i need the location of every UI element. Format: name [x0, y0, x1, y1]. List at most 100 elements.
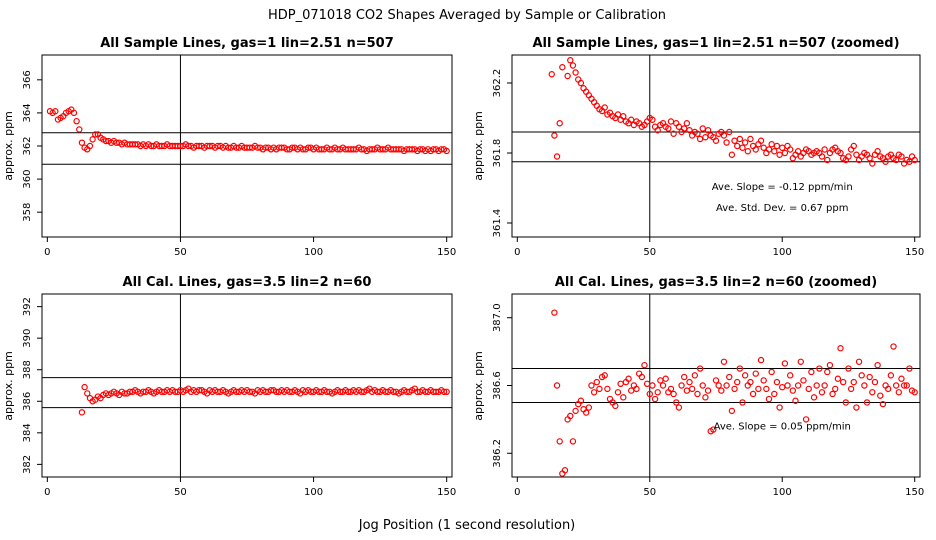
data-point [572, 407, 579, 415]
data-point [895, 389, 903, 396]
data-point [620, 113, 627, 120]
data-point [731, 137, 738, 144]
data-point [869, 389, 876, 396]
data-point [813, 382, 820, 389]
annotation: Ave. Std. Dev. = 0.67 ppm [716, 203, 848, 214]
data-point [781, 360, 789, 367]
data-point [765, 146, 773, 153]
data-point [625, 375, 632, 382]
data-point [696, 135, 704, 143]
y-tick-label: 366 [22, 70, 33, 89]
data-point [850, 142, 857, 150]
data-point [781, 149, 789, 157]
data-point [818, 153, 826, 160]
y-tick-label: 387.0 [492, 303, 503, 332]
data-point [577, 397, 585, 404]
data-point [832, 385, 839, 393]
data-points [46, 106, 450, 155]
y-tick-label: 364 [22, 103, 33, 122]
data-point [776, 404, 783, 411]
data-point [906, 365, 913, 372]
data-point [551, 309, 558, 316]
data-point [70, 109, 78, 117]
data-point [741, 139, 749, 146]
data-point [699, 125, 706, 132]
data-point [556, 438, 563, 445]
data-point [551, 132, 558, 139]
annotation: Ave. Slope = -0.12 ppm/min [712, 182, 853, 193]
data-point [890, 343, 897, 350]
y-tick-label: 361.8 [492, 139, 503, 168]
y-tick-label: 386.2 [492, 439, 503, 468]
data-point [443, 147, 450, 155]
data-point [572, 69, 579, 76]
data-point [723, 139, 730, 146]
data-point [720, 358, 728, 365]
data-point [906, 158, 913, 165]
data-point [556, 120, 563, 127]
data-point [837, 149, 844, 157]
data-point [614, 111, 622, 118]
data-point [850, 378, 857, 386]
data-point [696, 365, 704, 372]
data-point [443, 388, 450, 396]
y-tick-label: 362 [22, 136, 33, 155]
data-point [869, 160, 876, 167]
data-point [553, 382, 561, 389]
data-point [768, 141, 775, 148]
x-tick-label: 0 [44, 247, 50, 258]
data-point [866, 373, 873, 381]
data-point [588, 382, 595, 389]
data-point [694, 130, 701, 137]
data-point [800, 377, 807, 384]
x-axis: 0 50 100 150 [514, 477, 924, 498]
data-point [620, 394, 627, 401]
data-point [559, 64, 566, 71]
data-points [548, 57, 918, 167]
data-point [866, 155, 873, 162]
data-point [633, 385, 640, 393]
data-point [845, 153, 852, 160]
data-point [773, 378, 781, 386]
data-point [731, 385, 738, 393]
data-point [89, 136, 96, 143]
data-point [837, 345, 844, 352]
y-axis: 382 384 386 388 390 392 [22, 297, 42, 474]
data-point [834, 375, 842, 382]
y-axis-label: approx. ppm [472, 351, 485, 421]
data-point [699, 382, 706, 389]
data-point [728, 151, 736, 158]
data-point [704, 127, 712, 134]
plot-frame [41, 293, 453, 478]
data-point [641, 361, 648, 369]
data-point [763, 385, 770, 393]
data-point [877, 392, 884, 399]
data-point [863, 399, 871, 406]
data-point [614, 389, 622, 396]
data-point [683, 387, 691, 394]
data-point [569, 438, 577, 445]
data-point [882, 158, 889, 165]
data-point [564, 72, 571, 80]
data-point [874, 148, 881, 155]
data-point [892, 382, 900, 389]
y-axis: 361.4 361.8 362.2 [492, 69, 512, 237]
x-tick-label: 50 [643, 247, 656, 258]
data-point [726, 128, 733, 136]
data-point [78, 139, 86, 146]
data-point [797, 358, 804, 365]
panel-title: All Sample Lines, gas=1 lin=2.51 n=507 (… [532, 36, 899, 51]
data-points [551, 309, 918, 477]
data-point [76, 126, 83, 133]
y-axis-label: approx. ppm [472, 111, 485, 181]
data-point [903, 382, 910, 389]
data-point [667, 118, 675, 125]
data-point [739, 144, 746, 151]
data-point [654, 127, 661, 134]
data-point [784, 382, 791, 389]
y-tick-label: 386.6 [492, 371, 503, 400]
data-point [691, 372, 699, 379]
data-point [617, 380, 624, 388]
data-point [911, 156, 918, 164]
